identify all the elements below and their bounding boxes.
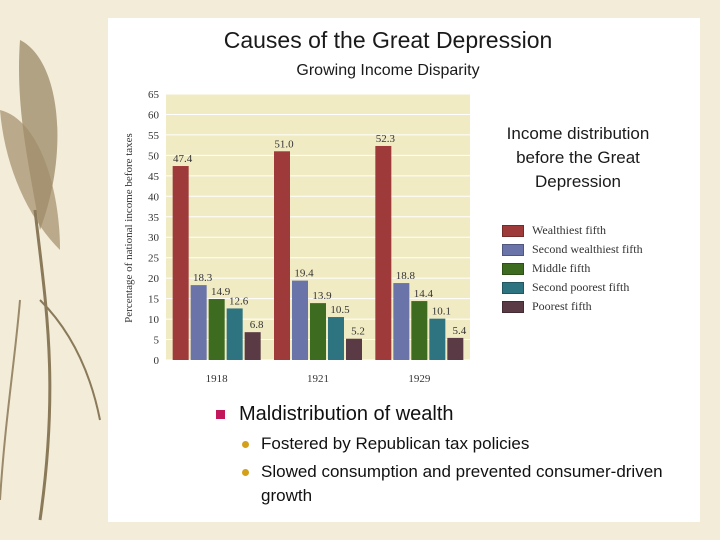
y-tick-label: 25 [148, 253, 160, 265]
bar [447, 337, 464, 360]
y-tick-label: 50 [148, 150, 160, 162]
legend: Wealthiest fifth Second wealthiest fifth… [502, 221, 643, 316]
bars [172, 145, 464, 360]
value-label: 14.9 [211, 286, 231, 298]
legend-title-line: Depression [535, 172, 621, 191]
y-tick-label: 65 [148, 89, 160, 101]
legend-label: Poorest fifth [532, 299, 592, 313]
legend-label: Second wealthiest fifth [532, 242, 643, 256]
value-label: 5.2 [351, 326, 365, 338]
bullet-sub: Fostered by Republican tax policies [242, 432, 674, 456]
legend-swatch [502, 281, 524, 294]
y-tick-label: 60 [148, 109, 160, 121]
bar [393, 283, 410, 360]
y-tick-label: 45 [148, 171, 160, 183]
value-label: 52.3 [376, 133, 396, 145]
x-tick-label: 1918 [206, 373, 229, 385]
square-bullet-icon [216, 409, 225, 419]
legend-title-line: before the Great [516, 148, 640, 167]
legend-label: Middle fifth [532, 261, 591, 275]
value-label: 10.5 [330, 304, 350, 316]
y-tick-label: 0 [154, 355, 160, 367]
legend-item: Middle fifth [502, 259, 643, 278]
bullet-main-text: Maldistribution of wealth [239, 402, 454, 425]
value-label: 19.4 [294, 268, 314, 280]
value-label: 18.3 [193, 272, 213, 284]
round-bullet-icon [242, 469, 249, 476]
y-tick-label: 5 [154, 335, 160, 347]
y-tick-label: 15 [148, 294, 160, 306]
x-tick-labels: 1918 1921 1929 [206, 373, 431, 385]
value-label: 51.0 [274, 138, 294, 150]
legend-item: Wealthiest fifth [502, 221, 643, 240]
value-label: 10.1 [432, 306, 451, 318]
value-label: 13.9 [312, 290, 332, 302]
slide-title: Causes of the Great Depression [223, 27, 553, 53]
bullet-main: Maldistribution of wealth [214, 400, 674, 428]
y-tick-label: 55 [148, 130, 160, 142]
y-tick-label: 30 [148, 232, 160, 244]
x-tick-label: 1929 [408, 373, 431, 385]
y-tick-label: 10 [148, 314, 160, 326]
bullet-sub: Slowed consumption and prevented consume… [242, 460, 674, 508]
legend-label: Wealthiest fifth [532, 223, 607, 237]
value-label: 5.4 [452, 325, 466, 337]
bar [346, 338, 362, 360]
y-tick-label: 20 [148, 273, 160, 285]
value-label: 14.4 [414, 288, 434, 300]
bullet-sub-text: Slowed consumption and prevented consume… [261, 462, 663, 505]
value-label: 47.4 [173, 153, 193, 165]
bar [292, 280, 308, 360]
bullet-sub-text: Fostered by Republican tax policies [261, 434, 530, 453]
legend-swatch [502, 224, 524, 237]
bar [310, 303, 326, 360]
bullet-list: Maldistribution of wealth Fostered by Re… [214, 400, 674, 508]
legend-item: Second poorest fifth [502, 278, 643, 297]
value-label: 18.8 [396, 270, 416, 282]
legend-swatch [502, 243, 524, 256]
x-tick-label: 1921 [307, 373, 329, 385]
leaf-decoration [0, 40, 101, 521]
bar [172, 166, 189, 360]
legend-title-line: Income distribution [506, 124, 650, 143]
legend-item: Poorest fifth [502, 297, 643, 316]
value-label: 12.6 [229, 295, 249, 307]
legend-swatch [502, 262, 524, 275]
y-tick-label: 35 [148, 212, 160, 224]
y-axis-label: Percentage of national income before tax… [123, 133, 135, 323]
bar [375, 145, 392, 360]
legend-label: Second poorest fifth [532, 280, 630, 294]
value-labels: 47.4 18.3 14.912.66.8 51.0 19.4 13.9 10.55.2 52… [173, 133, 467, 338]
bar [190, 285, 207, 360]
bar [328, 317, 344, 360]
round-bullet-icon [242, 441, 249, 448]
slide-subtitle: Growing Income Disparity [296, 62, 480, 79]
legend-title: Income distribution before the Great Dep… [488, 122, 668, 194]
legend-swatch [502, 300, 524, 313]
slide: Causes of the Great Depression Growing I… [108, 18, 700, 522]
bar [208, 299, 225, 360]
bar [411, 301, 428, 360]
legend-item: Second wealthiest fifth [502, 240, 643, 259]
y-tick-label: 40 [148, 191, 160, 203]
bar [429, 318, 446, 360]
bar [226, 308, 243, 360]
bar [274, 151, 290, 360]
y-tick-labels: 0 5 10 15 20 25 30 35 40 45 50 55 60 65 [148, 89, 160, 367]
bar [244, 332, 261, 360]
value-label: 6.8 [250, 319, 264, 331]
